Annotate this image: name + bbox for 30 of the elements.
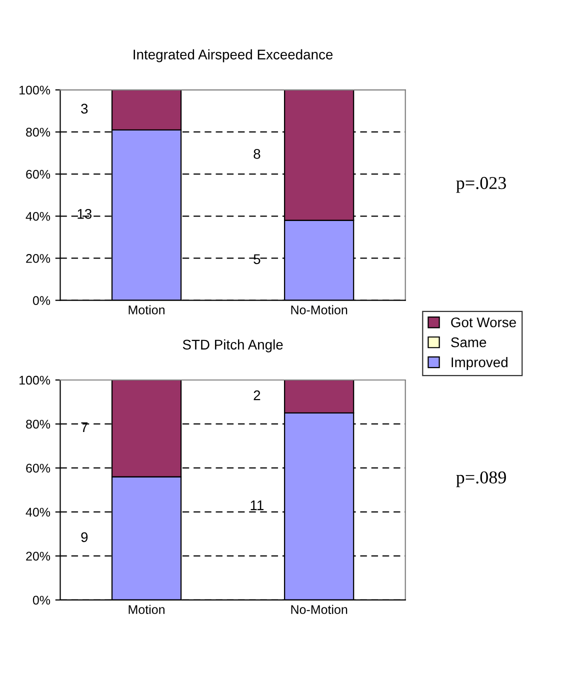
text: p=.089: [456, 471, 506, 488]
y-tick-label: 40%: [26, 508, 50, 517]
x-tick-label: Motion: [128, 305, 164, 314]
chart-title: Integrated Airspeed Exceedance: [134, 49, 333, 62]
annotation: 9: [81, 532, 88, 542]
text: p=.023: [456, 176, 506, 193]
y-tick-label: 40%: [26, 212, 50, 221]
annotation: 13: [78, 208, 92, 219]
annotation: 5: [254, 254, 260, 264]
annotation: 2: [254, 390, 260, 400]
y-tick-label: 80%: [26, 420, 50, 429]
y-tick-label: 0%: [32, 596, 50, 605]
y-tick-label: 60%: [26, 170, 50, 179]
y-tick-label: 100%: [20, 86, 50, 95]
y-tick-label: 20%: [26, 552, 50, 561]
y-tick-label: 80%: [26, 128, 50, 137]
y-tick-label: 0%: [32, 296, 50, 305]
x-tick-label: No-Motion: [291, 604, 348, 614]
annotation: 8: [254, 149, 260, 159]
chart-title: STD Pitch Angle: [182, 339, 283, 352]
y-tick-label: 60%: [26, 464, 50, 473]
legend-label: Improved: [452, 357, 508, 370]
y-tick-label: 20%: [26, 254, 50, 263]
legend-label: Same: [451, 337, 486, 348]
annotation: 3: [81, 104, 88, 114]
x-tick-label: No-Motion: [291, 305, 348, 314]
y-tick-label: 100%: [20, 376, 50, 385]
x-tick-label: Motion: [128, 604, 164, 614]
legend-label: Got Worse: [451, 317, 516, 328]
annotation: 11: [250, 500, 264, 510]
